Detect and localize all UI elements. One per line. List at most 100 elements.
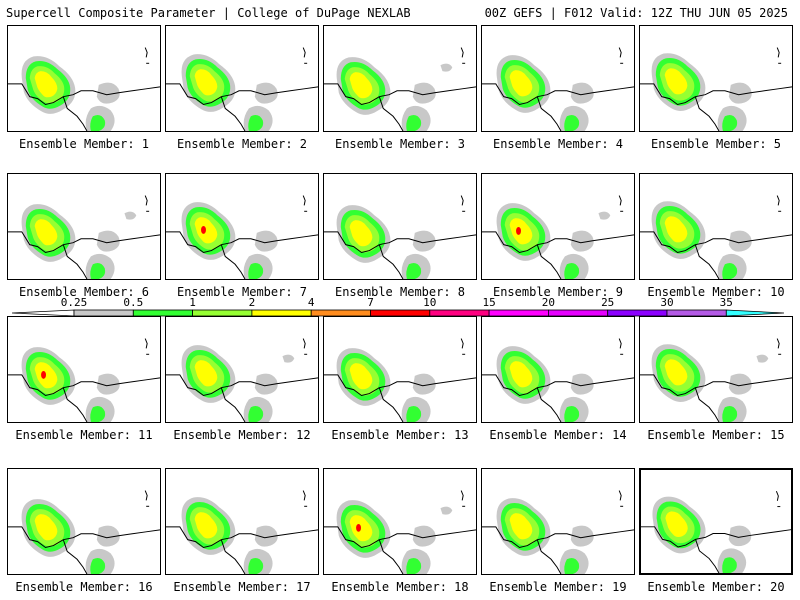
ensemble-member-panel-16[interactable] — [7, 468, 161, 575]
coastline — [482, 374, 634, 397]
coastline — [618, 195, 622, 206]
ensemble-member-panel-1[interactable] — [7, 25, 161, 132]
ensemble-member-panel-9[interactable] — [481, 173, 635, 280]
region-2 — [349, 515, 373, 542]
ensemble-member-label-15: Ensemble Member: 15 — [647, 428, 785, 442]
ensemble-member-panel-11[interactable] — [7, 316, 161, 423]
legend-tick-label: 2 — [249, 296, 256, 309]
ensemble-member-panel-15[interactable] — [639, 316, 793, 423]
green-region — [406, 262, 422, 279]
coastline — [302, 47, 306, 58]
ensemble-member-label-6: Ensemble Member: 6 — [18, 285, 150, 299]
region-2 — [349, 363, 373, 390]
ensemble-member-panel-4[interactable] — [481, 25, 635, 132]
gray-region — [412, 373, 436, 395]
region-2 — [665, 511, 688, 538]
ensemble-member-panel-3[interactable] — [323, 25, 477, 132]
ensemble-member-label-10: Ensemble Member: 10 — [647, 285, 785, 299]
ensemble-member-panel-5[interactable] — [639, 25, 793, 132]
legend-swatch — [488, 309, 549, 317]
gray-region — [440, 506, 453, 515]
green-region — [90, 262, 106, 279]
legend-tick-label: 0.25 — [61, 296, 88, 309]
region-2 — [349, 72, 373, 99]
coastline — [536, 387, 562, 422]
coastline — [618, 47, 622, 58]
legend-arrow-left — [11, 309, 75, 317]
ensemble-member-panel-13[interactable] — [323, 316, 477, 423]
ensemble-member-label-11: Ensemble Member: 11 — [15, 428, 153, 442]
coastline — [62, 244, 88, 279]
coastline — [536, 96, 562, 131]
ensemble-member-panel-10[interactable] — [639, 173, 793, 280]
green-region — [722, 405, 738, 422]
green-region — [248, 405, 264, 422]
gray-region — [124, 211, 137, 220]
coastline — [536, 539, 562, 574]
coastline — [460, 47, 464, 58]
coastline — [460, 195, 464, 206]
green-region — [722, 114, 738, 131]
coastline — [144, 195, 148, 206]
legend-swatch — [666, 309, 727, 317]
ensemble-member-panel-17[interactable] — [165, 468, 319, 575]
ensemble-member-panel-8[interactable] — [323, 173, 477, 280]
ensemble-member-panel-14[interactable] — [481, 316, 635, 423]
region-2 — [194, 360, 218, 387]
coastline — [8, 374, 160, 397]
gray-region — [728, 525, 752, 547]
legend-tick-label: 35 — [720, 296, 733, 309]
coastline — [378, 387, 404, 422]
region-2 — [509, 361, 533, 388]
green-region — [90, 557, 106, 574]
region-2 — [194, 512, 218, 539]
legend-swatch — [370, 309, 431, 317]
coastline — [220, 539, 246, 574]
coastline — [640, 374, 792, 397]
region-7 — [41, 370, 46, 379]
green-region — [722, 262, 738, 279]
legend-tick-label: 7 — [367, 296, 374, 309]
coastline — [302, 338, 306, 349]
ensemble-member-panel-12[interactable] — [165, 316, 319, 423]
ensemble-member-panel-7[interactable] — [165, 173, 319, 280]
green-region — [564, 114, 580, 131]
coastline — [8, 231, 160, 254]
legend-tick-label: 15 — [482, 296, 495, 309]
ensemble-member-label-12: Ensemble Member: 12 — [173, 428, 311, 442]
ensemble-member-panel-18[interactable] — [323, 468, 477, 575]
gray-region — [728, 373, 752, 395]
gray-region — [96, 82, 120, 104]
coastline — [62, 387, 88, 422]
coastline — [482, 231, 634, 254]
green-region — [722, 557, 737, 573]
legend-swatch — [548, 309, 609, 317]
gray-region — [570, 525, 594, 547]
gray-region — [728, 230, 752, 252]
green-region — [248, 262, 264, 279]
gray-region — [96, 230, 120, 252]
ensemble-member-label-9: Ensemble Member: 9 — [492, 285, 624, 299]
ensemble-member-panel-2[interactable] — [165, 25, 319, 132]
header-valid-time: 00Z GEFS | F012 Valid: 12Z THU JUN 05 20… — [484, 6, 788, 20]
ensemble-member-panel-6[interactable] — [7, 173, 161, 280]
ensemble-member-label-1: Ensemble Member: 1 — [18, 137, 150, 151]
region-7 — [356, 523, 362, 532]
ensemble-member-panel-20[interactable] — [639, 468, 793, 575]
ensemble-member-panel-19[interactable] — [481, 468, 635, 575]
ensemble-member-label-17: Ensemble Member: 17 — [173, 580, 311, 594]
green-region — [248, 114, 264, 131]
region-7 — [516, 226, 521, 235]
coastline — [324, 231, 476, 254]
region-2 — [509, 513, 533, 540]
ensemble-member-label-13: Ensemble Member: 13 — [331, 428, 469, 442]
coastline — [460, 338, 464, 349]
ensemble-member-label-14: Ensemble Member: 14 — [489, 428, 627, 442]
legend-tick-label: 10 — [423, 296, 436, 309]
coastline — [776, 47, 780, 58]
coastline — [460, 490, 464, 501]
region-2 — [664, 359, 688, 386]
coastline — [776, 338, 780, 349]
coastline — [618, 490, 622, 501]
gray-region — [96, 525, 120, 547]
